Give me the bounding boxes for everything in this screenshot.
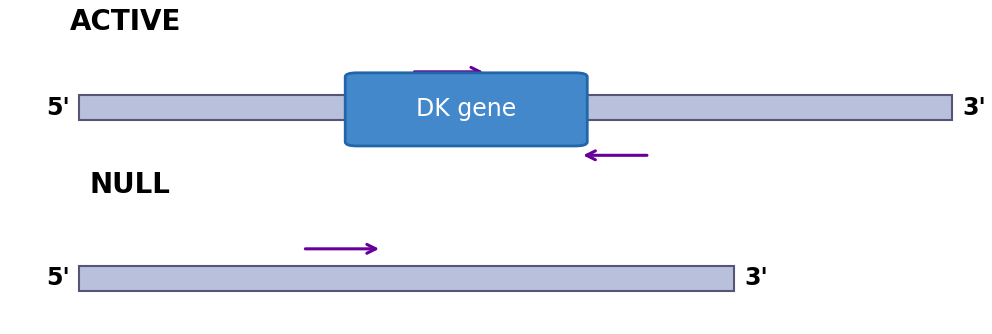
Text: 3': 3' (962, 96, 986, 120)
Bar (79, 95, 952, 120)
Bar (79, 266, 734, 291)
Text: 3': 3' (744, 266, 768, 290)
Text: ACTIVE: ACTIVE (69, 8, 181, 36)
FancyBboxPatch shape (345, 73, 587, 146)
Text: DK gene: DK gene (416, 98, 517, 121)
Text: NULL: NULL (89, 171, 171, 199)
Text: 5': 5' (46, 266, 69, 290)
Text: 5': 5' (46, 96, 69, 120)
